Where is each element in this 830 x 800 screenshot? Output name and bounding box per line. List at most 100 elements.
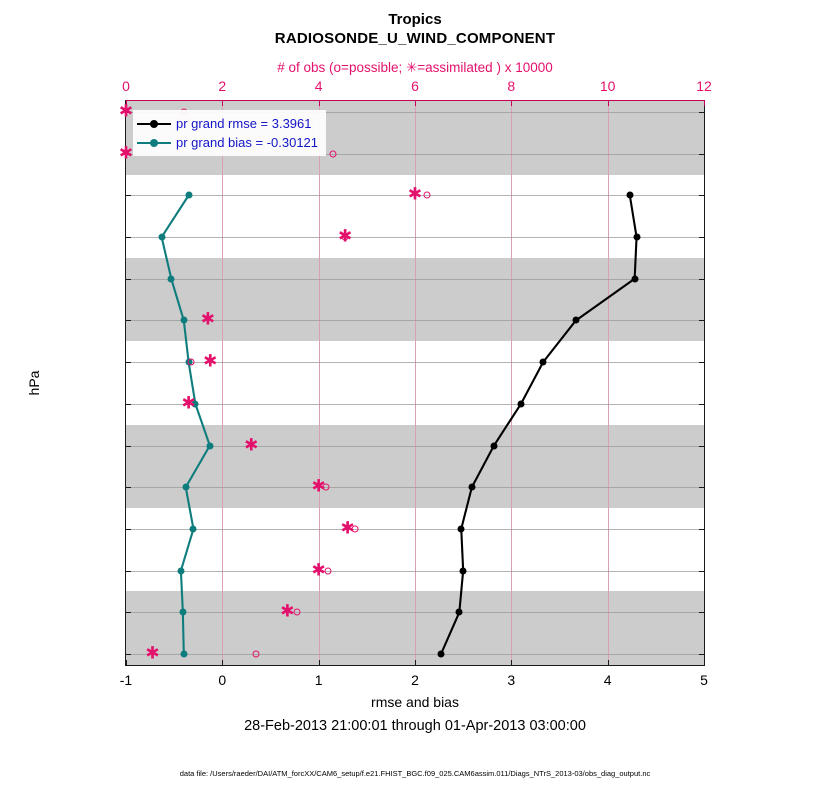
- data-point: [191, 400, 199, 408]
- y-axis-tick-right: [699, 112, 705, 113]
- assimilated-marker: ✱: [145, 643, 160, 664]
- data-point: [180, 316, 188, 324]
- y-axis-tick: [125, 612, 131, 614]
- data-point: [468, 483, 476, 491]
- series-line-bias: [160, 194, 211, 655]
- assimilated-marker: ✱: [340, 518, 355, 539]
- y-axis-tick-right: [699, 195, 705, 197]
- top-axis-tick-label: 4: [314, 78, 323, 94]
- data-point: [177, 567, 185, 575]
- assimilated-marker: ✱: [407, 184, 423, 205]
- bottom-axis-tick: [511, 660, 513, 666]
- top-axis-tick: [318, 100, 320, 106]
- bottom-axis-tick: [126, 660, 127, 666]
- assimilated-marker: ✱: [200, 309, 215, 330]
- legend-item-rmse: pr grand rmse = 3.3961: [137, 114, 318, 133]
- y-axis-tick-right: [699, 612, 705, 614]
- gridline-vertical: [222, 101, 224, 665]
- assimilated-marker: ✱: [244, 435, 259, 456]
- y-axis-tick: [125, 278, 131, 280]
- possible-marker: [322, 483, 330, 491]
- data-file-path: data file: /Users/raeder/DAI/ATM_forcXX/…: [179, 769, 651, 778]
- bottom-axis-tick: [704, 660, 705, 666]
- y-axis-tick: [125, 528, 131, 530]
- y-axis-tick: [125, 362, 131, 364]
- y-axis-tick: [125, 654, 131, 655]
- bottom-axis-tick-label: -1: [119, 672, 133, 688]
- top-axis-tick-label: 6: [411, 78, 419, 94]
- y-axis-tick: [125, 195, 131, 197]
- legend-swatch-bias: [137, 136, 171, 150]
- plot-area: 8.52555100150200250312.5400525687.5831.2…: [119, 78, 712, 688]
- data-point: [180, 650, 188, 658]
- possible-marker: [187, 358, 195, 366]
- y-axis-tick: [125, 570, 131, 572]
- y-axis-tick-right: [699, 278, 705, 280]
- bottom-axis-tick-label: 5: [700, 672, 708, 688]
- data-point: [158, 233, 166, 241]
- bottom-axis-tick: [415, 660, 416, 666]
- legend-label-rmse: pr grand rmse = 3.3961: [176, 116, 312, 131]
- gridline-horizontal: [126, 445, 704, 447]
- y-axis-tick: [125, 403, 131, 405]
- gridline-horizontal: [126, 528, 704, 530]
- data-point: [437, 650, 445, 658]
- possible-marker: [293, 608, 301, 616]
- top-axis-tick-label: 12: [696, 78, 712, 94]
- top-axis-tick-label: 10: [599, 78, 616, 94]
- possible-marker: [341, 233, 349, 241]
- top-axis-tick: [704, 100, 705, 106]
- top-axis-tick-label: 2: [218, 78, 227, 94]
- top-axis-tick: [415, 100, 416, 106]
- series-polylines: [160, 194, 638, 655]
- gridline-horizontal: [126, 403, 704, 405]
- gridline-horizontal: [126, 195, 704, 197]
- data-point: [185, 191, 193, 199]
- gridline-horizontal: [126, 570, 704, 572]
- data-point: [626, 191, 634, 199]
- gridline-vertical: [511, 101, 513, 665]
- date-range: 28-Feb-2013 21:00:01 through 01-Apr-2013…: [244, 718, 586, 734]
- legend-swatch-rmse: [137, 117, 171, 131]
- top-axis-tick: [222, 100, 224, 106]
- y-axis-tick: [125, 445, 131, 447]
- assimilated-marker: ✱: [311, 560, 326, 581]
- legend-item-bias: pr grand bias = -0.30121: [137, 133, 318, 152]
- gridline-horizontal: [126, 278, 704, 280]
- top-axis-tick-label: 0: [122, 78, 130, 94]
- data-point: [167, 275, 175, 283]
- y-axis-tick-right: [699, 403, 705, 405]
- assimilated-marker: ✱: [181, 393, 196, 414]
- gridline-horizontal: [126, 654, 704, 655]
- series-line-rmse: [440, 195, 638, 655]
- bottom-axis-tick-label: 3: [507, 672, 516, 688]
- title-block: Tropics RADIOSONDE_U_WIND_COMPONENT: [0, 10, 830, 49]
- y-axis-tick-right: [699, 153, 705, 155]
- y-axis-tick-right: [699, 487, 705, 489]
- top-axis-label: # of obs (o=possible; ✳=assimilated ) x …: [277, 60, 553, 75]
- gridline-vertical: [607, 101, 609, 665]
- data-point: [182, 483, 190, 491]
- bottom-axis-tick-label: 2: [411, 672, 419, 688]
- assimilated-marker: ✱: [203, 351, 218, 372]
- y-axis-tick-right: [699, 570, 705, 572]
- data-point: [189, 525, 197, 533]
- top-axis-tick: [511, 100, 513, 106]
- possible-marker: [252, 650, 260, 658]
- legend-label-bias: pr grand bias = -0.30121: [176, 135, 319, 150]
- bottom-axis-title: rmse and bias: [371, 694, 459, 710]
- data-point: [455, 608, 463, 616]
- y-axis-tick-right: [699, 320, 705, 322]
- data-point: [179, 608, 187, 616]
- legend: pr grand rmse = 3.3961 pr grand bias = -0…: [133, 110, 327, 156]
- possible-marker: [324, 567, 332, 575]
- gridline-horizontal: [126, 237, 704, 239]
- top-axis-tick: [607, 100, 609, 106]
- data-point: [490, 442, 498, 450]
- y-axis-tick: [125, 487, 131, 489]
- top-axis-tick: [126, 100, 127, 106]
- possible-marker: [423, 191, 431, 199]
- y-axis-tick: [125, 320, 131, 322]
- y-axis-tick: [125, 112, 131, 113]
- data-point: [633, 233, 641, 241]
